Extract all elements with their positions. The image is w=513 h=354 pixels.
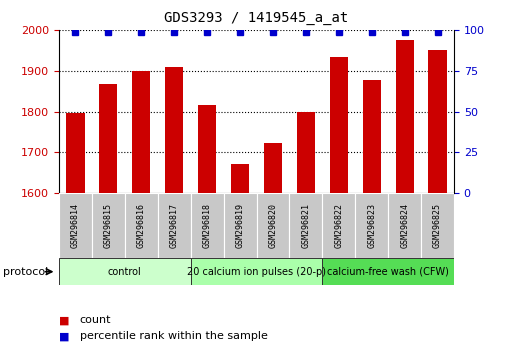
Bar [224,193,256,258]
Text: GSM296823: GSM296823 [367,203,376,248]
Text: GSM296818: GSM296818 [203,203,212,248]
Text: calcium-free wash (CFW): calcium-free wash (CFW) [327,267,449,277]
Bar [322,193,355,258]
Text: GSM296822: GSM296822 [334,203,343,248]
Bar [165,67,183,193]
Bar [264,143,282,193]
Bar [132,71,150,193]
Bar [396,40,413,193]
Text: percentile rank within the sample: percentile rank within the sample [80,331,267,341]
Bar [289,193,322,258]
Bar [363,80,381,193]
Text: GSM296814: GSM296814 [71,203,80,248]
Bar [191,193,224,258]
Bar [297,112,315,193]
Text: GDS3293 / 1419545_a_at: GDS3293 / 1419545_a_at [164,11,349,25]
Text: GSM296821: GSM296821 [301,203,310,248]
Bar [66,113,85,193]
Bar [59,258,191,285]
Bar [322,258,454,285]
Bar [191,258,322,285]
Bar [330,57,348,193]
Text: GSM296816: GSM296816 [137,203,146,248]
Bar [355,193,388,258]
Bar [92,193,125,258]
Text: ■: ■ [59,331,69,341]
Text: GSM296824: GSM296824 [400,203,409,248]
Text: GSM296820: GSM296820 [268,203,278,248]
Bar [421,193,454,258]
Bar [59,193,92,258]
Text: 20 calcium ion pulses (20-p): 20 calcium ion pulses (20-p) [187,267,326,277]
Text: protocol: protocol [3,267,48,277]
Bar [125,193,158,258]
Text: control: control [108,267,142,277]
Bar [428,50,447,193]
Bar [388,193,421,258]
Bar [256,193,289,258]
Bar [231,164,249,193]
Text: ■: ■ [59,315,69,325]
Text: GSM296819: GSM296819 [235,203,245,248]
Text: GSM296825: GSM296825 [433,203,442,248]
Bar [198,105,216,193]
Text: GSM296815: GSM296815 [104,203,113,248]
Bar [100,84,117,193]
Text: GSM296817: GSM296817 [170,203,179,248]
Text: count: count [80,315,111,325]
Bar [158,193,191,258]
